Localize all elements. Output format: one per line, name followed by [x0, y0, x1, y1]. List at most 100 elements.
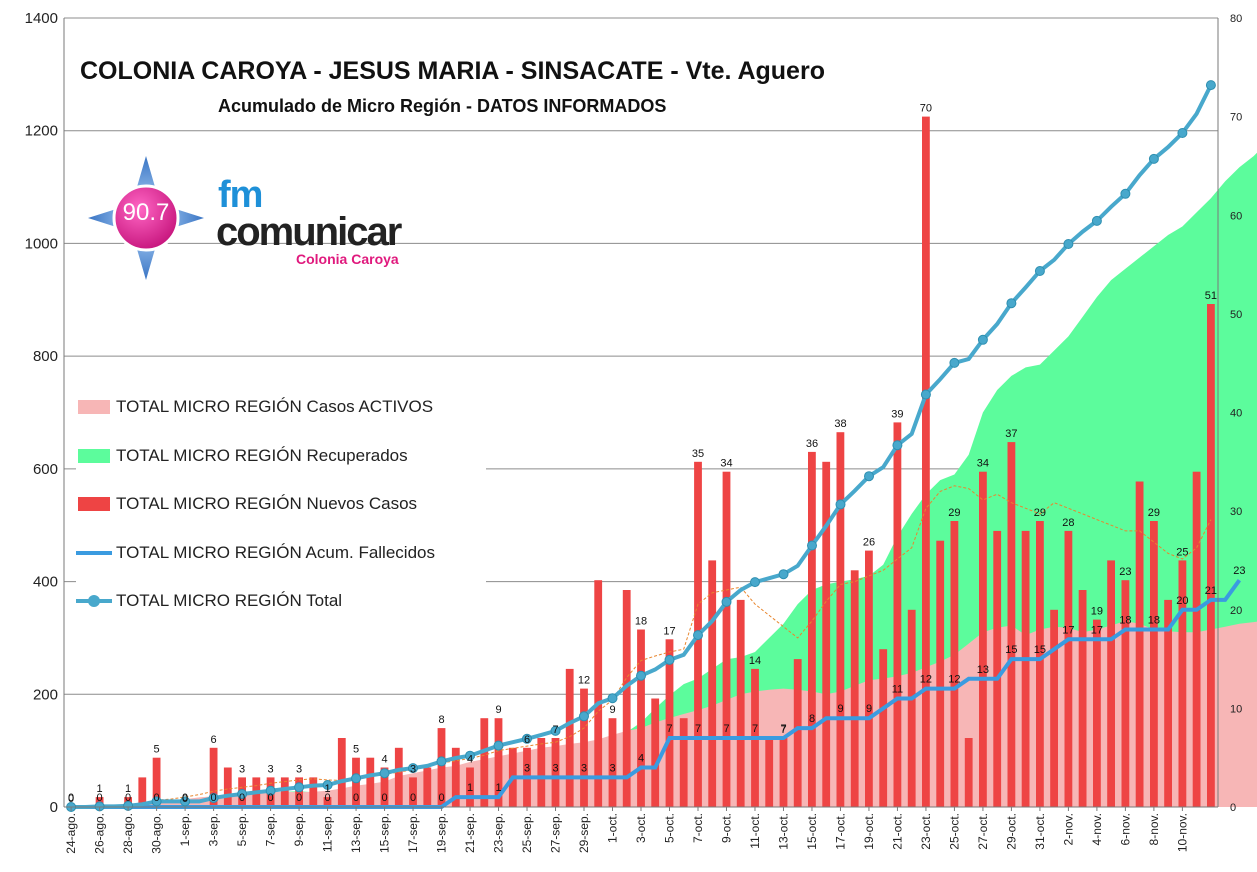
total-marker — [1177, 128, 1188, 138]
total-marker — [664, 654, 675, 665]
y-left-tick-label: 800 — [33, 348, 58, 365]
y-left-tick-label: 1200 — [25, 123, 58, 140]
nuevos-casos-label: 1 — [125, 783, 131, 795]
total-marker — [294, 782, 305, 793]
nuevos-casos-label: 36 — [806, 438, 818, 450]
nuevos-casos-bar — [1121, 580, 1130, 807]
legend-label: TOTAL MICRO REGIÓN Casos ACTIVOS — [116, 397, 434, 416]
legend-swatch-recuperados — [78, 448, 110, 463]
total-marker — [579, 711, 589, 722]
x-tick-label: 5-sep. — [235, 813, 249, 846]
fallecidos-label: 17 — [1091, 624, 1103, 636]
fallecidos-label: 15 — [1005, 644, 1017, 656]
x-tick-label: 1-oct. — [606, 813, 620, 843]
axes: 0200400600800100012001400010203040506070… — [25, 10, 1243, 854]
nuevos-casos-label: 6 — [524, 734, 530, 746]
nuevos-casos-bar — [423, 767, 432, 807]
fallecidos-label: 20 — [1176, 595, 1188, 607]
x-tick-label: 27-sep. — [549, 813, 563, 853]
fallecidos-label: 0 — [154, 792, 160, 804]
x-tick-label: 30-ago. — [150, 813, 164, 854]
x-tick-label: 21-sep. — [463, 813, 477, 853]
fallecidos-label: 3 — [581, 762, 587, 774]
nuevos-casos-label: 5 — [353, 744, 359, 756]
nuevos-casos-bar — [651, 698, 660, 807]
fallecidos-label: 0 — [182, 792, 188, 804]
nuevos-casos-bar — [309, 777, 318, 807]
legend-swatch-nuevos — [78, 497, 110, 511]
fallecidos-label: 7 — [723, 723, 729, 735]
nuevos-casos-bar — [950, 521, 959, 807]
x-tick-label: 19-oct. — [862, 813, 876, 850]
x-tick-label: 21-oct. — [890, 813, 904, 850]
nuevos-casos-bar — [1093, 619, 1101, 807]
legend-label: TOTAL MICRO REGIÓN Acum. Fallecidos — [116, 542, 435, 562]
fallecidos-label: 18 — [1119, 615, 1131, 627]
fallecidos-label: 0 — [239, 792, 245, 804]
total-marker — [208, 793, 219, 803]
nuevos-casos-bar — [494, 718, 503, 807]
total-marker — [949, 357, 960, 368]
nuevos-casos-bar — [466, 767, 474, 807]
fallecidos-label: 9 — [837, 703, 843, 715]
nuevos-casos-bar — [679, 718, 688, 807]
nuevos-casos-label: 3 — [296, 763, 302, 775]
nuevos-casos-bar — [480, 718, 489, 807]
fallecidos-label: 15 — [1034, 644, 1046, 656]
nuevos-casos-bar — [637, 629, 645, 807]
legend-label: TOTAL MICRO REGIÓN Total — [116, 591, 343, 610]
nuevos-casos-label: 7 — [552, 724, 558, 736]
total-marker — [835, 499, 846, 510]
nuevos-casos-label: 35 — [692, 448, 704, 460]
legend-item-activos: TOTAL MICRO REGIÓN Casos ACTIVOS — [76, 388, 486, 437]
y-left-tick-label: 1400 — [25, 10, 58, 27]
nuevos-casos-bar — [665, 639, 674, 807]
total-marker — [465, 750, 475, 761]
fallecidos-label: 3 — [552, 762, 558, 774]
y-right-tick-label: 70 — [1230, 112, 1242, 124]
x-tick-label: 15-oct. — [805, 813, 819, 850]
logo-fm: fm — [218, 174, 263, 216]
nuevos-casos-bar — [209, 747, 218, 807]
nuevos-casos-bar — [936, 540, 945, 807]
nuevos-casos-label: 38 — [834, 418, 846, 430]
nuevos-casos-bar — [152, 757, 161, 807]
y-left-tick-label: 0 — [50, 799, 58, 816]
nuevos-casos-bar — [822, 461, 831, 807]
fallecidos-label: 7 — [752, 723, 758, 735]
fallecidos-label: 3 — [609, 762, 615, 774]
nuevos-casos-label: 19 — [1091, 606, 1103, 618]
fallecidos-label: 12 — [948, 674, 960, 686]
nuevos-casos-label: 1 — [97, 783, 103, 795]
total-marker — [1205, 80, 1216, 91]
nuevos-casos-bar — [893, 422, 902, 807]
legend: TOTAL MICRO REGIÓN Casos ACTIVOS TOTAL M… — [76, 388, 486, 631]
nuevos-casos-bar — [537, 738, 546, 807]
fallecidos-label: 21 — [1205, 585, 1217, 597]
nuevos-casos-bar — [1007, 442, 1016, 807]
nuevos-casos-label: 34 — [977, 458, 989, 470]
x-tick-label: 25-oct. — [947, 813, 961, 850]
total-marker — [180, 796, 191, 807]
x-tick-label: 3-oct. — [634, 813, 648, 843]
x-tick-label: 15-sep. — [378, 813, 392, 853]
legend-item-fallecidos: TOTAL MICRO REGIÓN Acum. Fallecidos — [76, 534, 486, 583]
fallecidos-label: 7 — [666, 723, 672, 735]
nuevos-casos-bar — [907, 609, 916, 808]
x-tick-label: 2-nov. — [1061, 813, 1075, 845]
y-left-tick-label: 400 — [33, 574, 58, 591]
nuevos-casos-bar — [323, 797, 332, 807]
x-tick-label: 17-oct. — [834, 813, 848, 850]
nuevos-casos-bar — [1178, 560, 1187, 807]
nuevos-casos-label: 18 — [635, 616, 647, 628]
x-tick-label: 29-oct. — [1004, 813, 1018, 850]
y-right-tick-label: 10 — [1230, 703, 1242, 715]
total-marker — [750, 577, 760, 588]
x-tick-label: 25-sep. — [520, 813, 534, 853]
nuevos-casos-label: 7 — [780, 724, 786, 736]
total-marker — [721, 596, 732, 607]
nuevos-casos-bar — [736, 599, 745, 807]
fallecidos-label: 12 — [920, 674, 932, 686]
total-marker — [778, 569, 789, 580]
